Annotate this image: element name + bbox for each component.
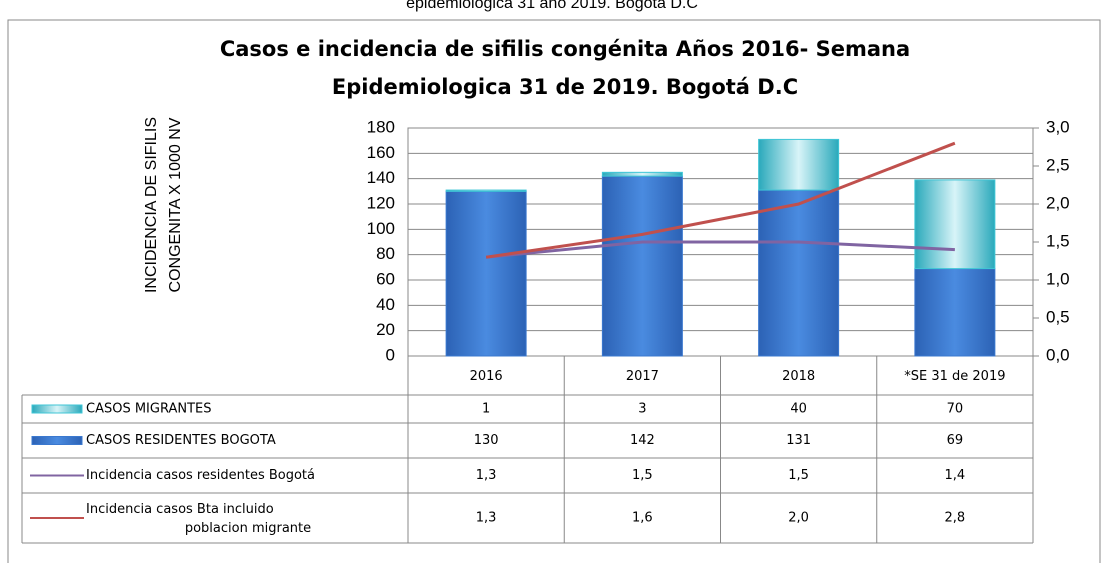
- legend-label: CASOS MIGRANTES: [86, 402, 212, 417]
- y2-tick-label: 0,5: [1046, 307, 1070, 326]
- y2-tick-label: 0,0: [1046, 345, 1070, 364]
- y-tick-label: 60: [376, 269, 395, 288]
- table-value: 2,8: [945, 511, 966, 526]
- bar: [914, 268, 996, 357]
- y-axis-title: CONGENITA X 1000 NV: [167, 117, 184, 292]
- chart-frame: [7, 19, 1101, 563]
- table-value: 40: [790, 402, 807, 417]
- y-axis-title: INCIDENCIA DE SIFILIS: [143, 117, 160, 293]
- legend-key: [31, 404, 83, 414]
- y-tick-label: 120: [367, 193, 395, 212]
- table-value: 3: [638, 402, 646, 417]
- y-tick-label: 100: [367, 219, 395, 238]
- y-tick-label: 20: [376, 320, 395, 339]
- bar: [601, 175, 683, 357]
- y-tick-label: 40: [376, 295, 395, 314]
- legend-label: CASOS RESIDENTES BOGOTA: [86, 433, 276, 448]
- table-value: 1,5: [788, 468, 809, 483]
- bar: [758, 189, 840, 357]
- bar: [445, 190, 527, 357]
- chart-title: Epidemiologica 31 de 2019. Bogotá D.C: [332, 75, 798, 99]
- legend-label: Incidencia casos residentes Bogotá: [86, 468, 315, 483]
- y-tick-label: 80: [376, 244, 395, 263]
- table-value: 1,3: [476, 468, 497, 483]
- table-value: 70: [947, 402, 964, 417]
- table-value: 1: [482, 402, 490, 417]
- table-value: 131: [786, 433, 811, 448]
- bar: [445, 189, 527, 192]
- page-caption: epidemiologica 31 año 2019. Bogotá D.C: [406, 0, 698, 12]
- table-value: 1,6: [632, 511, 653, 526]
- y-tick-label: 140: [367, 168, 395, 187]
- y2-tick-label: 1,0: [1046, 269, 1070, 288]
- table-category: 2018: [782, 369, 815, 384]
- line-series: [485, 141, 956, 259]
- y2-tick-label: 1,5: [1046, 231, 1070, 250]
- y2-tick-label: 2,5: [1046, 155, 1070, 174]
- bar: [601, 171, 683, 177]
- table-value: 130: [474, 433, 499, 448]
- table-value: 142: [630, 433, 655, 448]
- y-tick-label: 160: [367, 143, 395, 162]
- table-value: 69: [947, 433, 964, 448]
- bar: [914, 179, 996, 270]
- y2-tick-label: 2,0: [1046, 193, 1070, 212]
- table-value: 1,4: [945, 468, 966, 483]
- table-value: 1,3: [476, 511, 497, 526]
- table-value: 2,0: [788, 511, 809, 526]
- legend-label: Incidencia casos Bta incluido poblacion m…: [86, 502, 311, 536]
- bar: [758, 138, 840, 191]
- table-category: 2017: [626, 369, 659, 384]
- y-tick-label: 180: [367, 117, 395, 136]
- y-tick-label: 0: [386, 345, 395, 364]
- table-category: 2016: [470, 369, 503, 384]
- legend-key: [31, 436, 83, 445]
- line-series: [485, 240, 955, 259]
- table-category: *SE 31 de 2019: [904, 369, 1005, 384]
- y2-tick-label: 3,0: [1046, 117, 1070, 136]
- table-value: 1,5: [632, 468, 653, 483]
- chart-title: Casos e incidencia de sifilis congénita …: [220, 37, 910, 61]
